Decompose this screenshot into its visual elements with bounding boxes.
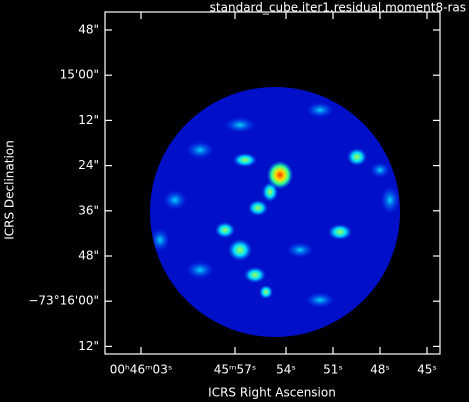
image-title: standard_cube.iter1.residual.moment8-ras [210,1,466,15]
x-tick-label: 48ˢ [370,363,390,377]
y-tick-label: 15'00" [60,68,99,82]
y-tick-label: 12" [78,339,99,353]
x-axis-label: ICRS Right Ascension [208,386,336,400]
y-axis-label: ICRS Declination [3,140,17,240]
x-tick-label: 51ˢ [323,363,343,377]
x-tick-label: 45ˢ [417,363,437,377]
x-tick-label: 00ʰ46ᵐ03ˢ [110,363,173,377]
y-tick-label: 36" [78,203,99,217]
y-tick-label: 12" [78,113,99,127]
emission-texture [150,102,400,308]
x-tick-label: 45ᵐ57ˢ [214,363,257,377]
y-tick-label: 48" [78,23,99,37]
y-tick-label: 24" [78,158,99,172]
plot-frame [104,11,441,355]
y-tick-label: −73°16'00" [28,294,99,308]
x-tick-label: 54ˢ [276,363,296,377]
y-tick-label: 48" [78,249,99,263]
moment-map [150,87,400,337]
